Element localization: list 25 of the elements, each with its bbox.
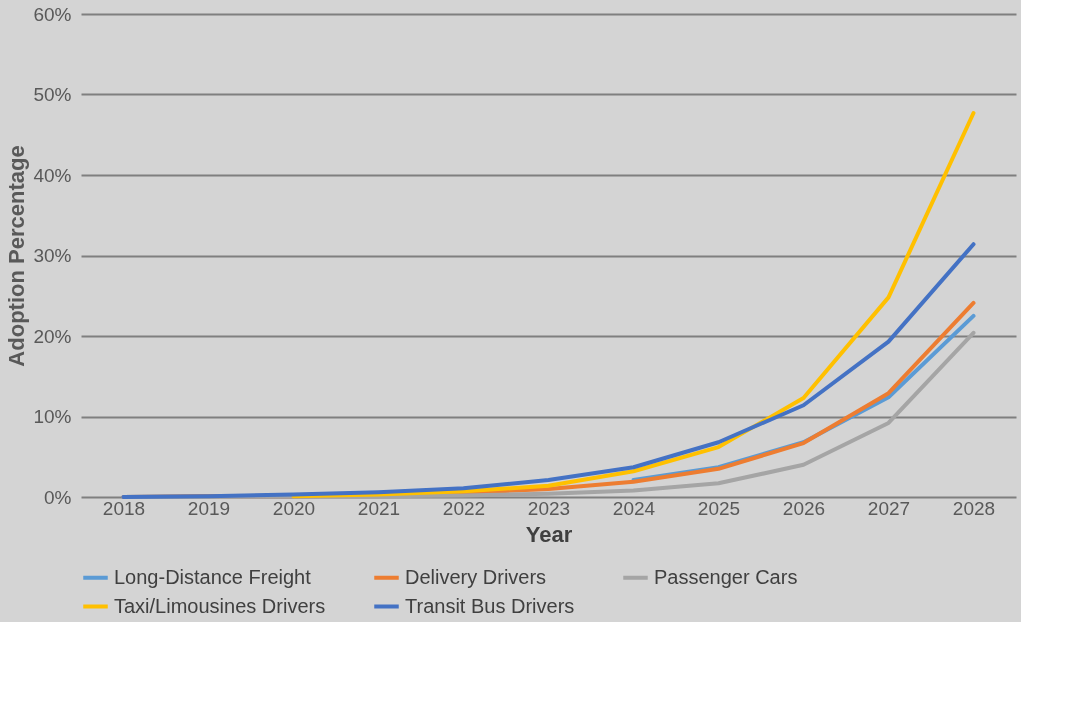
y-tick-label: 20% bbox=[33, 325, 72, 347]
x-tick-label: 2019 bbox=[187, 497, 231, 519]
y-tick-label: 0% bbox=[44, 486, 72, 508]
legend-label: Transit Bus Drivers bbox=[405, 594, 575, 617]
x-tick-label: 2021 bbox=[357, 497, 401, 519]
x-tick-label: 2025 bbox=[697, 497, 741, 519]
y-tick-label: 50% bbox=[33, 84, 72, 105]
x-tick-label: 2024 bbox=[612, 497, 656, 519]
x-tick-label: 2026 bbox=[782, 497, 826, 519]
x-axis-title: Year bbox=[525, 521, 573, 547]
x-tick-label: 2023 bbox=[527, 497, 571, 519]
legend-label: Delivery Drivers bbox=[405, 565, 547, 588]
y-tick-label: 10% bbox=[33, 406, 72, 427]
x-tick-label: 2028 bbox=[952, 497, 996, 519]
x-tick-label: 2022 bbox=[442, 497, 486, 519]
x-tick-label: 2020 bbox=[272, 497, 316, 519]
y-tick-label: 30% bbox=[33, 245, 72, 266]
y-tick-label: 40% bbox=[33, 164, 72, 186]
legend-label: Long-Distance Freight bbox=[114, 565, 312, 588]
y-tick-label: 60% bbox=[33, 3, 72, 25]
x-tick-label: 2027 bbox=[867, 497, 911, 519]
legend-label: Taxi/Limousines Drivers bbox=[114, 594, 326, 617]
x-tick-label: 2018 bbox=[102, 497, 146, 519]
legend-label: Passenger Cars bbox=[654, 565, 798, 588]
y-axis-title: Adoption Percentage bbox=[4, 145, 30, 367]
